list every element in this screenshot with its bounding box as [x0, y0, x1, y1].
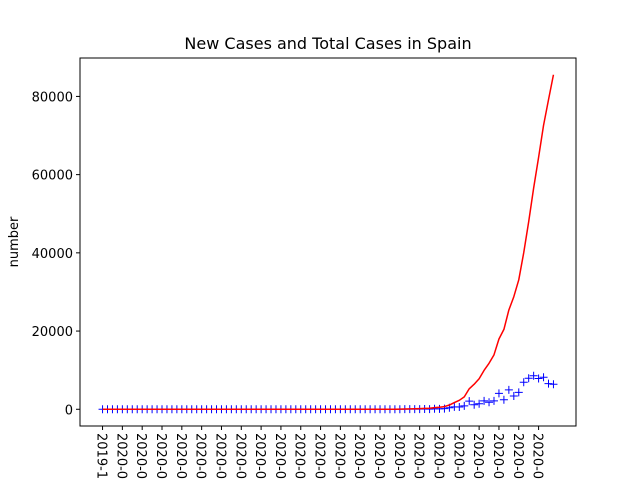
- data-point: [475, 399, 484, 408]
- x-tick-label: 2020-03-28: [530, 433, 545, 480]
- data-point: [534, 374, 543, 383]
- x-tick-label: 2020-01-28: [232, 433, 247, 480]
- data-point: [480, 396, 489, 405]
- y-tick-label: 40000: [32, 247, 73, 262]
- x-tick-label: 2020-03-24: [510, 433, 525, 480]
- x-tick-label: 2020-02-09: [292, 433, 307, 480]
- y-tick-label: 20000: [32, 325, 73, 340]
- data-point: [549, 380, 558, 389]
- x-tick-label: 2020-03-04: [411, 433, 426, 480]
- data-point: [539, 373, 548, 382]
- data-point: [499, 395, 508, 404]
- x-tick-label: 2020-02-25: [371, 433, 386, 480]
- x-tick-label: 2020-03-08: [430, 433, 445, 480]
- data-point: [485, 398, 494, 407]
- data-point: [460, 401, 469, 410]
- x-tick-label: 2020-01-20: [193, 433, 208, 480]
- data-point: [455, 402, 464, 411]
- data-point: [489, 396, 498, 405]
- y-tick-label: 60000: [32, 169, 73, 184]
- x-tick-label: 2020-03-12: [450, 433, 465, 480]
- y-axis-label: number: [7, 216, 22, 267]
- x-tick-label: 2020-02-21: [351, 433, 366, 480]
- data-point: [529, 371, 538, 380]
- x-tick-label: 2020-02-29: [391, 433, 406, 480]
- x-tick-label: 2020-01-16: [173, 433, 188, 480]
- plot-frame: [79, 57, 577, 427]
- data-point: [465, 397, 474, 406]
- y-tick-label: 0: [65, 403, 73, 418]
- data-point: [470, 400, 479, 409]
- x-tick-label: 2020-02-01: [252, 433, 267, 480]
- data-point: [504, 385, 513, 394]
- y-tick-label: 80000: [32, 90, 73, 105]
- x-tick-label: 2020-01-24: [212, 433, 227, 480]
- x-tick-label: 2020-01-12: [153, 433, 168, 480]
- x-tick-label: 2019-12-31: [94, 433, 109, 480]
- chart-title: New Cases and Total Cases in Spain: [184, 34, 471, 53]
- x-tick-label: 2020-02-17: [331, 433, 346, 480]
- x-tick-label: 2020-02-05: [272, 433, 287, 480]
- data-point: [544, 379, 553, 388]
- x-tick-label: 2020-03-16: [470, 433, 485, 480]
- data-point: [519, 378, 528, 387]
- x-tick-label: 2020-02-13: [312, 433, 327, 480]
- x-tick-label: 2020-03-20: [490, 433, 505, 480]
- data-point: [494, 389, 503, 398]
- data-point: [509, 392, 518, 401]
- data-point: [514, 388, 523, 397]
- x-tick-label: 2020-01-08: [133, 433, 148, 480]
- data-point: [524, 374, 533, 383]
- data-line: [102, 74, 555, 411]
- x-tick-label: 2020-01-04: [113, 433, 128, 480]
